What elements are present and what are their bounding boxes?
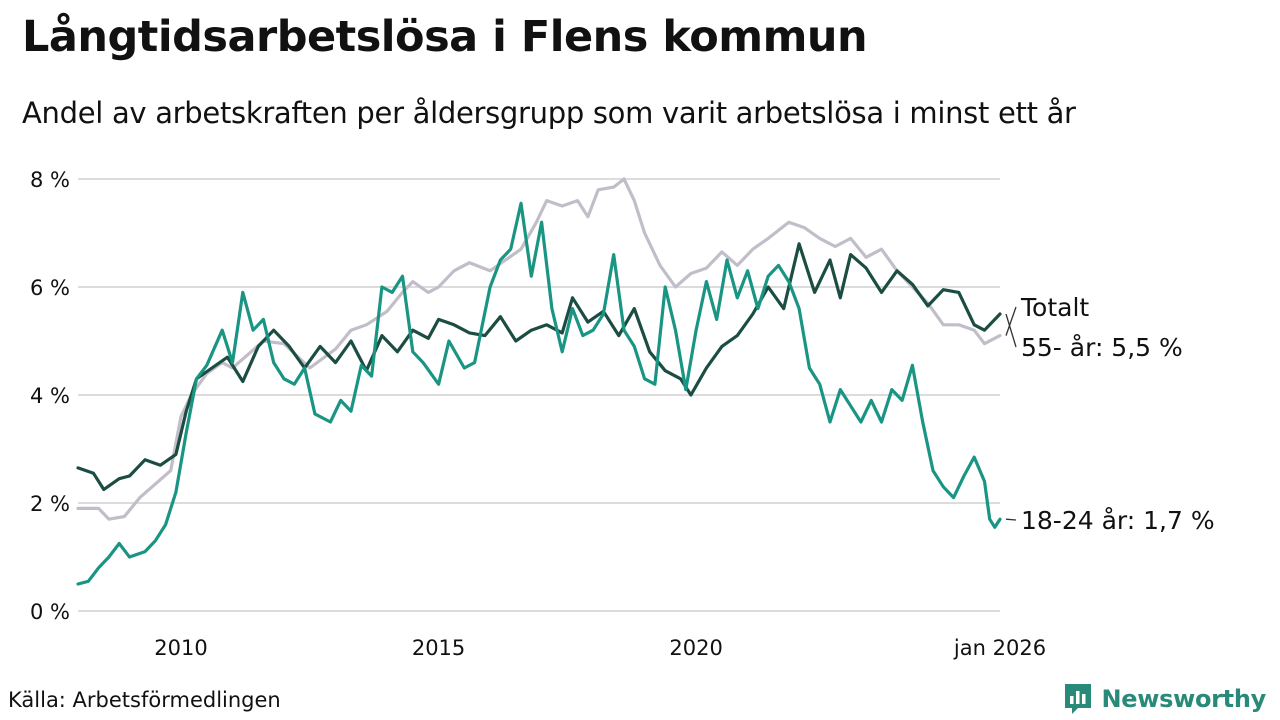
chart-subtitle: Andel av arbetskraften per åldersgrupp s… — [22, 96, 1076, 130]
y-tick-label: 6 % — [30, 276, 70, 300]
y-axis: 0 % 2 % 4 % 6 % 8 % — [30, 168, 70, 624]
series-lines — [76, 177, 1002, 586]
end-labels: Totalt 55- år: 5,5 % 18-24 år: 1,7 % — [1005, 293, 1215, 535]
x-tick-label: 2010 — [154, 636, 207, 660]
series-end-label: 55- år: 5,5 % — [1021, 333, 1183, 362]
chart-title: Långtidsarbetslösa i Flens kommun — [22, 12, 868, 62]
x-tick-label: jan 2026 — [953, 636, 1046, 660]
gridlines — [78, 178, 1000, 612]
x-axis: 2010 2015 2020 jan 2026 — [154, 636, 1046, 660]
newsworthy-logo-icon — [1065, 684, 1092, 714]
series-end-label: Totalt — [1020, 293, 1089, 322]
series-line — [76, 177, 1002, 521]
series-line — [76, 242, 1002, 492]
y-tick-label: 0 % — [30, 600, 70, 624]
y-tick-label: 4 % — [30, 384, 70, 408]
x-tick-label: 2015 — [412, 636, 465, 660]
label-leader — [1005, 306, 1017, 336]
brand-name: Newsworthy — [1101, 685, 1266, 713]
series-line — [76, 201, 1002, 586]
source-note: Källa: Arbetsförmedlingen — [8, 688, 281, 712]
x-tick-label: 2020 — [669, 636, 722, 660]
y-tick-label: 8 % — [30, 168, 70, 192]
label-leader — [1005, 518, 1017, 521]
brand-logo: Newsworthy — [1063, 682, 1266, 716]
series-end-label: 18-24 år: 1,7 % — [1021, 506, 1215, 535]
label-leader — [1005, 313, 1017, 348]
y-tick-label: 2 % — [30, 492, 70, 516]
